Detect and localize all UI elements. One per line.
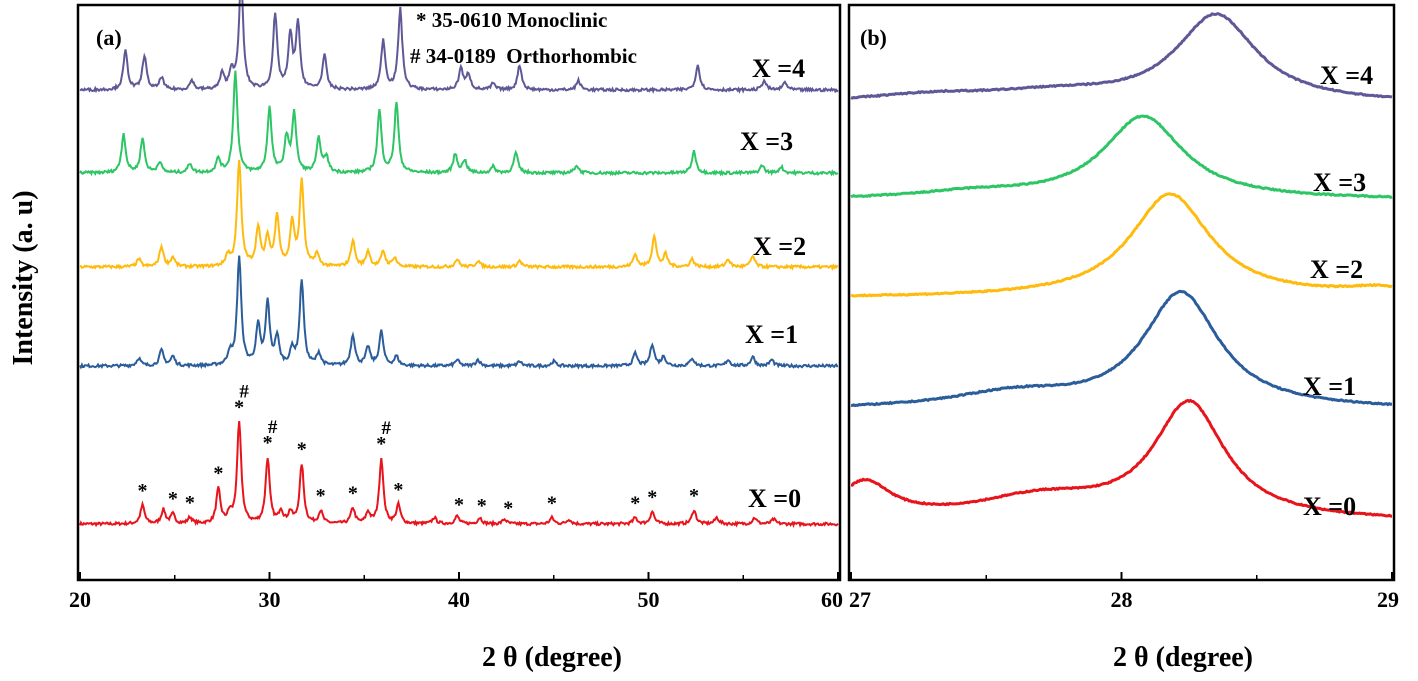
panel-b-x-ticks: 27 28 29 (849, 572, 1399, 612)
panel-b-x-axis-label: 2 θ (degree) (1113, 642, 1253, 673)
series-line-b-x3 (850, 114, 1393, 199)
series-label-a-x3: X =3 (740, 127, 793, 156)
x-tick-label-b: 29 (1377, 587, 1399, 612)
series-line-b-x0 (851, 398, 1392, 518)
series-label-a-x4: X =4 (752, 54, 805, 83)
series-label-b-x4: X =4 (1320, 61, 1373, 90)
monoclinic-marker: * (376, 433, 386, 455)
monoclinic-marker: * (213, 463, 223, 485)
x-tick-label-a: 20 (69, 587, 91, 612)
orthorhombic-marker: # (239, 381, 249, 402)
monoclinic-marker: * (234, 396, 244, 418)
legend-monoclinic: * 35-0610 Monoclinic (416, 8, 607, 32)
legend-orthorhombic: # 34-0189 Orthorhombic (410, 44, 637, 68)
series-label-b-x2: X =2 (1310, 255, 1363, 284)
series-line-a-x4 (79, 0, 839, 94)
x-tick-label-b: 28 (1111, 587, 1133, 612)
orthorhombic-marker: # (382, 418, 392, 439)
monoclinic-marker: * (630, 492, 640, 514)
panel-a-x-ticks: 20 30 40 50 60 (69, 572, 843, 612)
series-label-a-x0: X =0 (748, 484, 801, 513)
monoclinic-marker: * (138, 480, 148, 502)
panel-b: X =0 X =1 X =2 X =3 X =4 (b) 27 28 29 2 θ (deg… (847, 3, 1399, 673)
x-tick-label-a: 40 (448, 587, 470, 612)
monoclinic-marker: * (547, 493, 557, 515)
series-label-b-x3: X =3 (1313, 168, 1366, 197)
panel-a-label: (a) (96, 25, 122, 50)
monoclinic-marker: * (647, 486, 657, 508)
series-label-b-x0: X =0 (1303, 492, 1356, 521)
y-axis-label: Intensity (a. u) (8, 190, 39, 365)
series-label-b-x1: X =1 (1303, 372, 1356, 401)
series-line-b-x1 (850, 289, 1393, 408)
panel-b-label: (b) (860, 25, 887, 50)
panel-a-series: X =0* * **** ** **** * * * * * *## #X =1X =2X =3X =… (79, 0, 839, 529)
x-tick-label-b: 27 (849, 587, 871, 612)
monoclinic-marker: * (263, 432, 273, 454)
x-tick-label-a: 60 (821, 587, 843, 612)
series-line-a-x3 (79, 70, 839, 177)
monoclinic-marker: * (393, 479, 403, 501)
x-tick-label-a: 50 (638, 587, 660, 612)
orthorhombic-marker: # (268, 417, 278, 438)
panel-a-x-axis-label: 2 θ (degree) (482, 642, 622, 673)
series-line-a-x1 (79, 255, 838, 370)
panel-b-series: X =0 X =1 X =2 X =3 X =4 (850, 12, 1393, 521)
series-line-a-x0 (79, 421, 839, 529)
series-label-a-x2: X =2 (753, 232, 806, 261)
monoclinic-marker: * (503, 497, 513, 519)
series-label-a-x1: X =1 (745, 320, 798, 349)
x-tick-label-a: 30 (259, 587, 281, 612)
monoclinic-marker: * (168, 488, 178, 510)
series-line-b-x4 (850, 12, 1393, 100)
monoclinic-marker: * (297, 439, 307, 461)
monoclinic-marker: * (454, 494, 464, 516)
panel-a: X =0* * **** ** **** * * * * * *## #X =1X =2X =3X =… (69, 0, 843, 673)
monoclinic-marker: * (477, 495, 487, 517)
monoclinic-marker: * (689, 485, 699, 507)
monoclinic-marker: * (348, 482, 358, 504)
monoclinic-marker: * (316, 485, 326, 507)
series-line-a-x2 (79, 159, 839, 272)
monoclinic-marker: * (185, 492, 195, 514)
series-line-b-x2 (850, 192, 1393, 298)
